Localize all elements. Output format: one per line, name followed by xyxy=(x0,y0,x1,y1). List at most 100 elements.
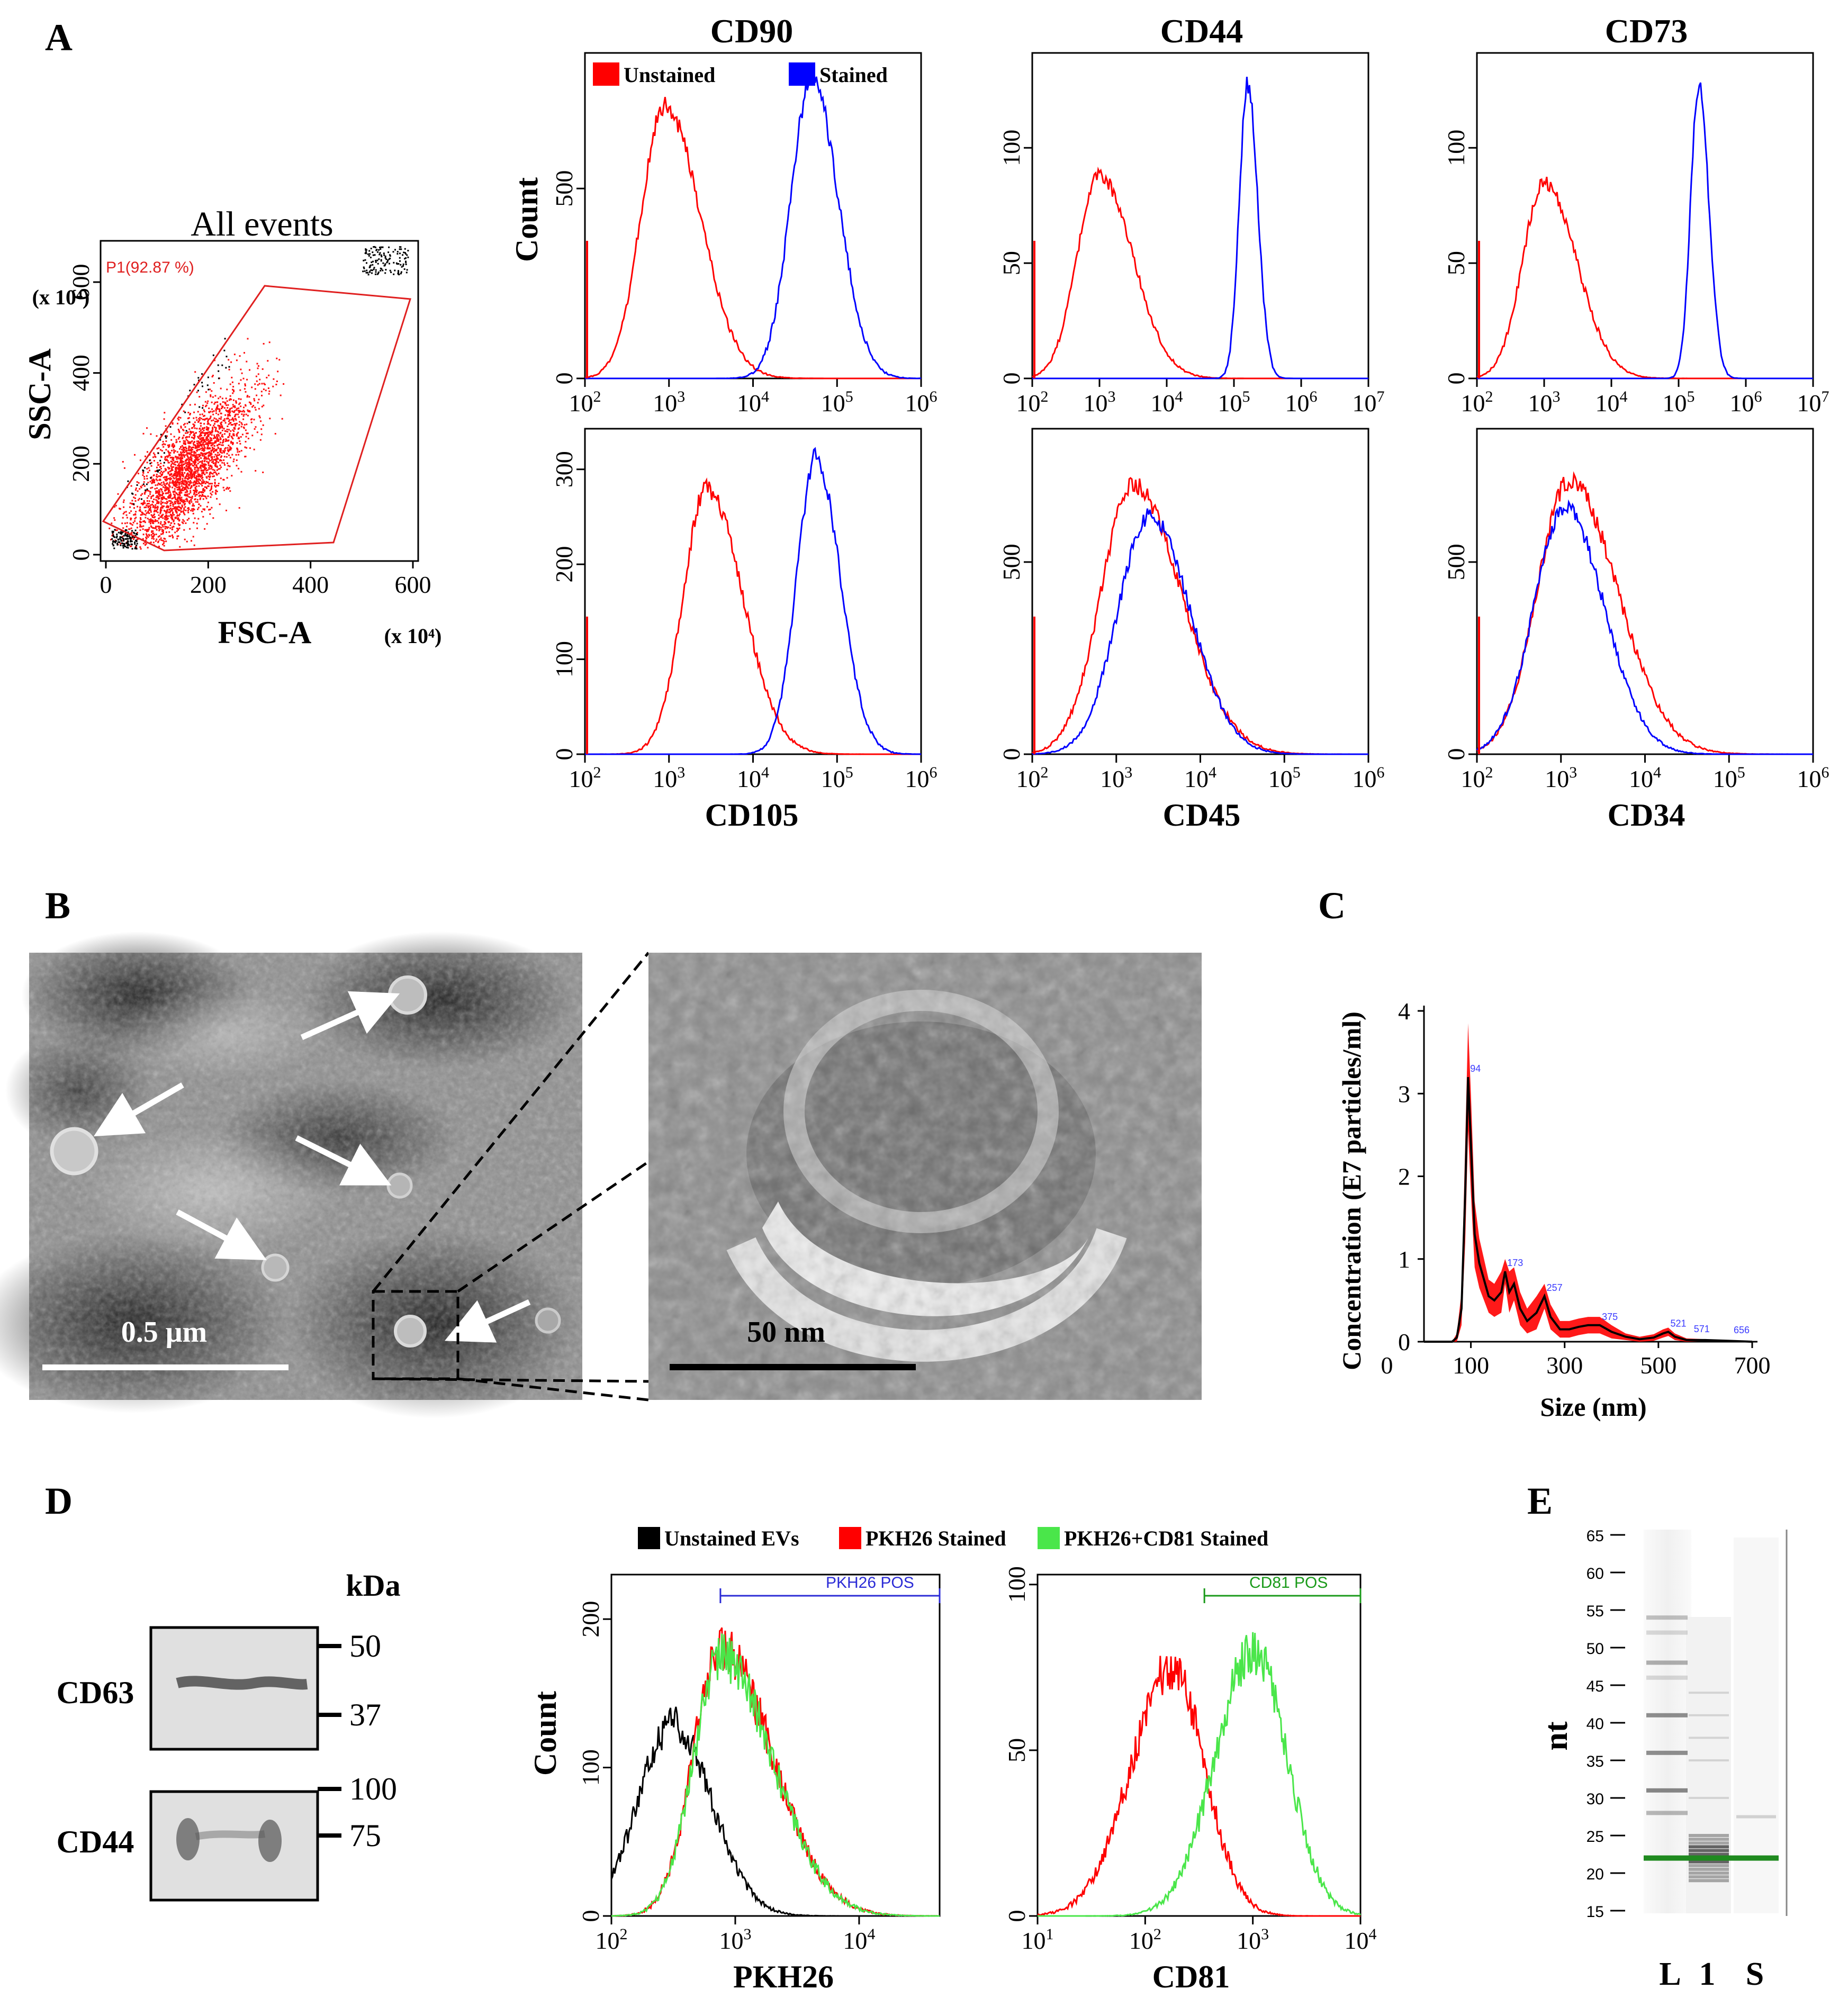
gel-sample-band xyxy=(1689,1875,1729,1879)
nta-ytick-label: 4 xyxy=(1398,998,1410,1025)
gel-sample-band xyxy=(1689,1845,1729,1849)
nta-peak-label: 94 xyxy=(1470,1063,1481,1074)
nta-peak-label: 173 xyxy=(1507,1258,1523,1268)
histogram-frame xyxy=(1031,428,1369,755)
hist-ytick-label: 0 xyxy=(1443,373,1470,385)
hist-title-cd44: CD44 xyxy=(1160,12,1243,50)
ev-ytick-label: 0 xyxy=(1003,1910,1030,1922)
hist-xtick-label: 102 xyxy=(1016,388,1049,417)
panel-label-e: E xyxy=(1527,1480,1553,1522)
panel-d-legend: Unstained EVs PKH26 Stained PKH26+CD81 S… xyxy=(638,1526,1268,1550)
hist-xlabel-cd105: CD105 xyxy=(705,798,799,833)
gel-ladder-band xyxy=(1646,1788,1688,1793)
hist-xlabel-cd45: CD45 xyxy=(1163,798,1241,833)
arrow-2 xyxy=(93,1082,184,1136)
panel-label-c: C xyxy=(1318,884,1346,927)
arrow-5 xyxy=(445,1299,531,1343)
ev-xtick-label: 102 xyxy=(596,1925,628,1954)
scatter-xtick-label: 0 xyxy=(100,571,112,598)
histogram-stained-curve xyxy=(585,447,922,755)
gate-label: P1(92.87 %) xyxy=(106,259,194,276)
gel-sample-band xyxy=(1689,1841,1729,1845)
hist-xtick-label: 106 xyxy=(1353,764,1385,792)
nta-xtick-label: 100 xyxy=(1453,1352,1489,1379)
hist-ytick-label: 200 xyxy=(551,546,578,583)
histogram-unstained-curve xyxy=(1032,477,1368,755)
wb-marker-100: 100 xyxy=(349,1771,397,1806)
scatter-plot: All events P1(92.87 %) FSC-A (x 10⁴) SSC… xyxy=(22,205,441,650)
gel-sample-band xyxy=(1689,1879,1729,1883)
hist-ytick-label: 100 xyxy=(998,130,1025,166)
histogram-cd73: 102 103 104 105 106 107 0 50 100 xyxy=(1443,52,1829,417)
ev-xtick-label: 104 xyxy=(1345,1925,1377,1954)
histogram-cd34: 102 103 104 105 106 0 500 xyxy=(1443,428,1829,792)
scatter-yunit: (x 10⁴) xyxy=(32,285,90,309)
scatter-xtick-label: 600 xyxy=(395,571,431,598)
wb-marker-37: 37 xyxy=(349,1697,381,1732)
arrow-1 xyxy=(300,991,400,1041)
histogram-cd44: 102 103 104 105 106 107 0 50 100 xyxy=(998,52,1385,417)
bioanalyzer-gel: nt 15 20 25 30 35 40 45 50 55 60 65 L 1 S xyxy=(1538,1527,1788,1992)
hist-ytick-label: 0 xyxy=(551,748,578,761)
curve-pkh26-cd81 xyxy=(1038,1632,1362,1917)
histogram-unstained-curve xyxy=(584,97,921,379)
ev-xtick-label: 103 xyxy=(1237,1925,1269,1954)
scale-bar-large xyxy=(42,1364,289,1370)
wb-kda-label: kDa xyxy=(346,1568,400,1603)
legend-unstained: Unstained xyxy=(624,63,715,87)
lane-label-s: S xyxy=(1746,1956,1764,1992)
histogram-unstained-curve xyxy=(1032,166,1368,379)
vesicle-5 xyxy=(394,1315,427,1348)
hist-xtick-label: 106 xyxy=(1730,388,1762,417)
legend-stained: Stained xyxy=(819,63,888,87)
hist-ytick-label: 50 xyxy=(998,251,1025,275)
legend-pkh26: PKH26 Stained xyxy=(866,1526,1006,1550)
gel-sample-faint-band xyxy=(1689,1692,1729,1694)
panel-label-b: B xyxy=(45,884,70,927)
ev-ytick-label: 100 xyxy=(1003,1566,1030,1603)
gel-ytick-label: 65 xyxy=(1586,1527,1604,1545)
hist-xtick-label: 102 xyxy=(1461,388,1493,417)
hist-xtick-label: 102 xyxy=(1016,764,1049,792)
hist-xtick-label: 104 xyxy=(1629,764,1661,792)
gel-sample-band xyxy=(1689,1872,1729,1875)
arrow-3 xyxy=(295,1135,392,1186)
hist-ytick-label: 0 xyxy=(551,373,578,385)
histogram-unstained-curve xyxy=(1476,176,1813,379)
hist-ytick-label: 500 xyxy=(1443,544,1470,580)
vesicle-2 xyxy=(50,1127,98,1176)
nta-xtick-label: 300 xyxy=(1546,1352,1583,1379)
vesicle-6 xyxy=(535,1307,561,1334)
hist-ytick-label: 500 xyxy=(551,170,578,207)
gel-ytick-label: 60 xyxy=(1586,1565,1604,1583)
gel-sample-band xyxy=(1689,1852,1729,1856)
histogram-stained-curve xyxy=(1477,82,1813,379)
ev-xtick-label: 102 xyxy=(1129,1925,1161,1954)
gel-sample-band xyxy=(1689,1864,1729,1867)
hist-xtick-label: 105 xyxy=(821,388,853,417)
ev-ytick-label: 50 xyxy=(1003,1738,1030,1762)
gel-sample-faint-band xyxy=(1689,1714,1729,1716)
gel-ytick-label: 15 xyxy=(1586,1903,1604,1921)
gel-ladder-band xyxy=(1646,1811,1688,1815)
arrow-4 xyxy=(176,1209,267,1260)
hist-xtick-label: 103 xyxy=(1528,388,1561,417)
hist-ytick-label: 0 xyxy=(998,373,1025,385)
curve-pkh26 xyxy=(611,1627,940,1917)
ev-xtick-label: 104 xyxy=(843,1925,875,1954)
pkh26-gate-label: PKH26 POS xyxy=(826,1574,914,1592)
wb-label-cd63: CD63 xyxy=(57,1675,134,1710)
tem-zoom-image: 50 nm xyxy=(648,953,1202,1400)
hist-xtick-label: 106 xyxy=(1797,764,1829,792)
gel-ytick-label: 50 xyxy=(1586,1640,1604,1658)
histogram-frame xyxy=(584,52,922,379)
scatter-ticks: 0 200 400 600 0 200 400 600 xyxy=(67,264,431,599)
hist-xtick-label: 104 xyxy=(737,388,769,417)
scatter-xunit: (x 10⁴) xyxy=(384,624,442,648)
gel-lower-marker xyxy=(1644,1855,1779,1861)
histogram-stained-curve xyxy=(1032,508,1368,755)
gel-sample-band xyxy=(1689,1867,1729,1871)
gel-lane-synthetic xyxy=(1734,1538,1779,1913)
